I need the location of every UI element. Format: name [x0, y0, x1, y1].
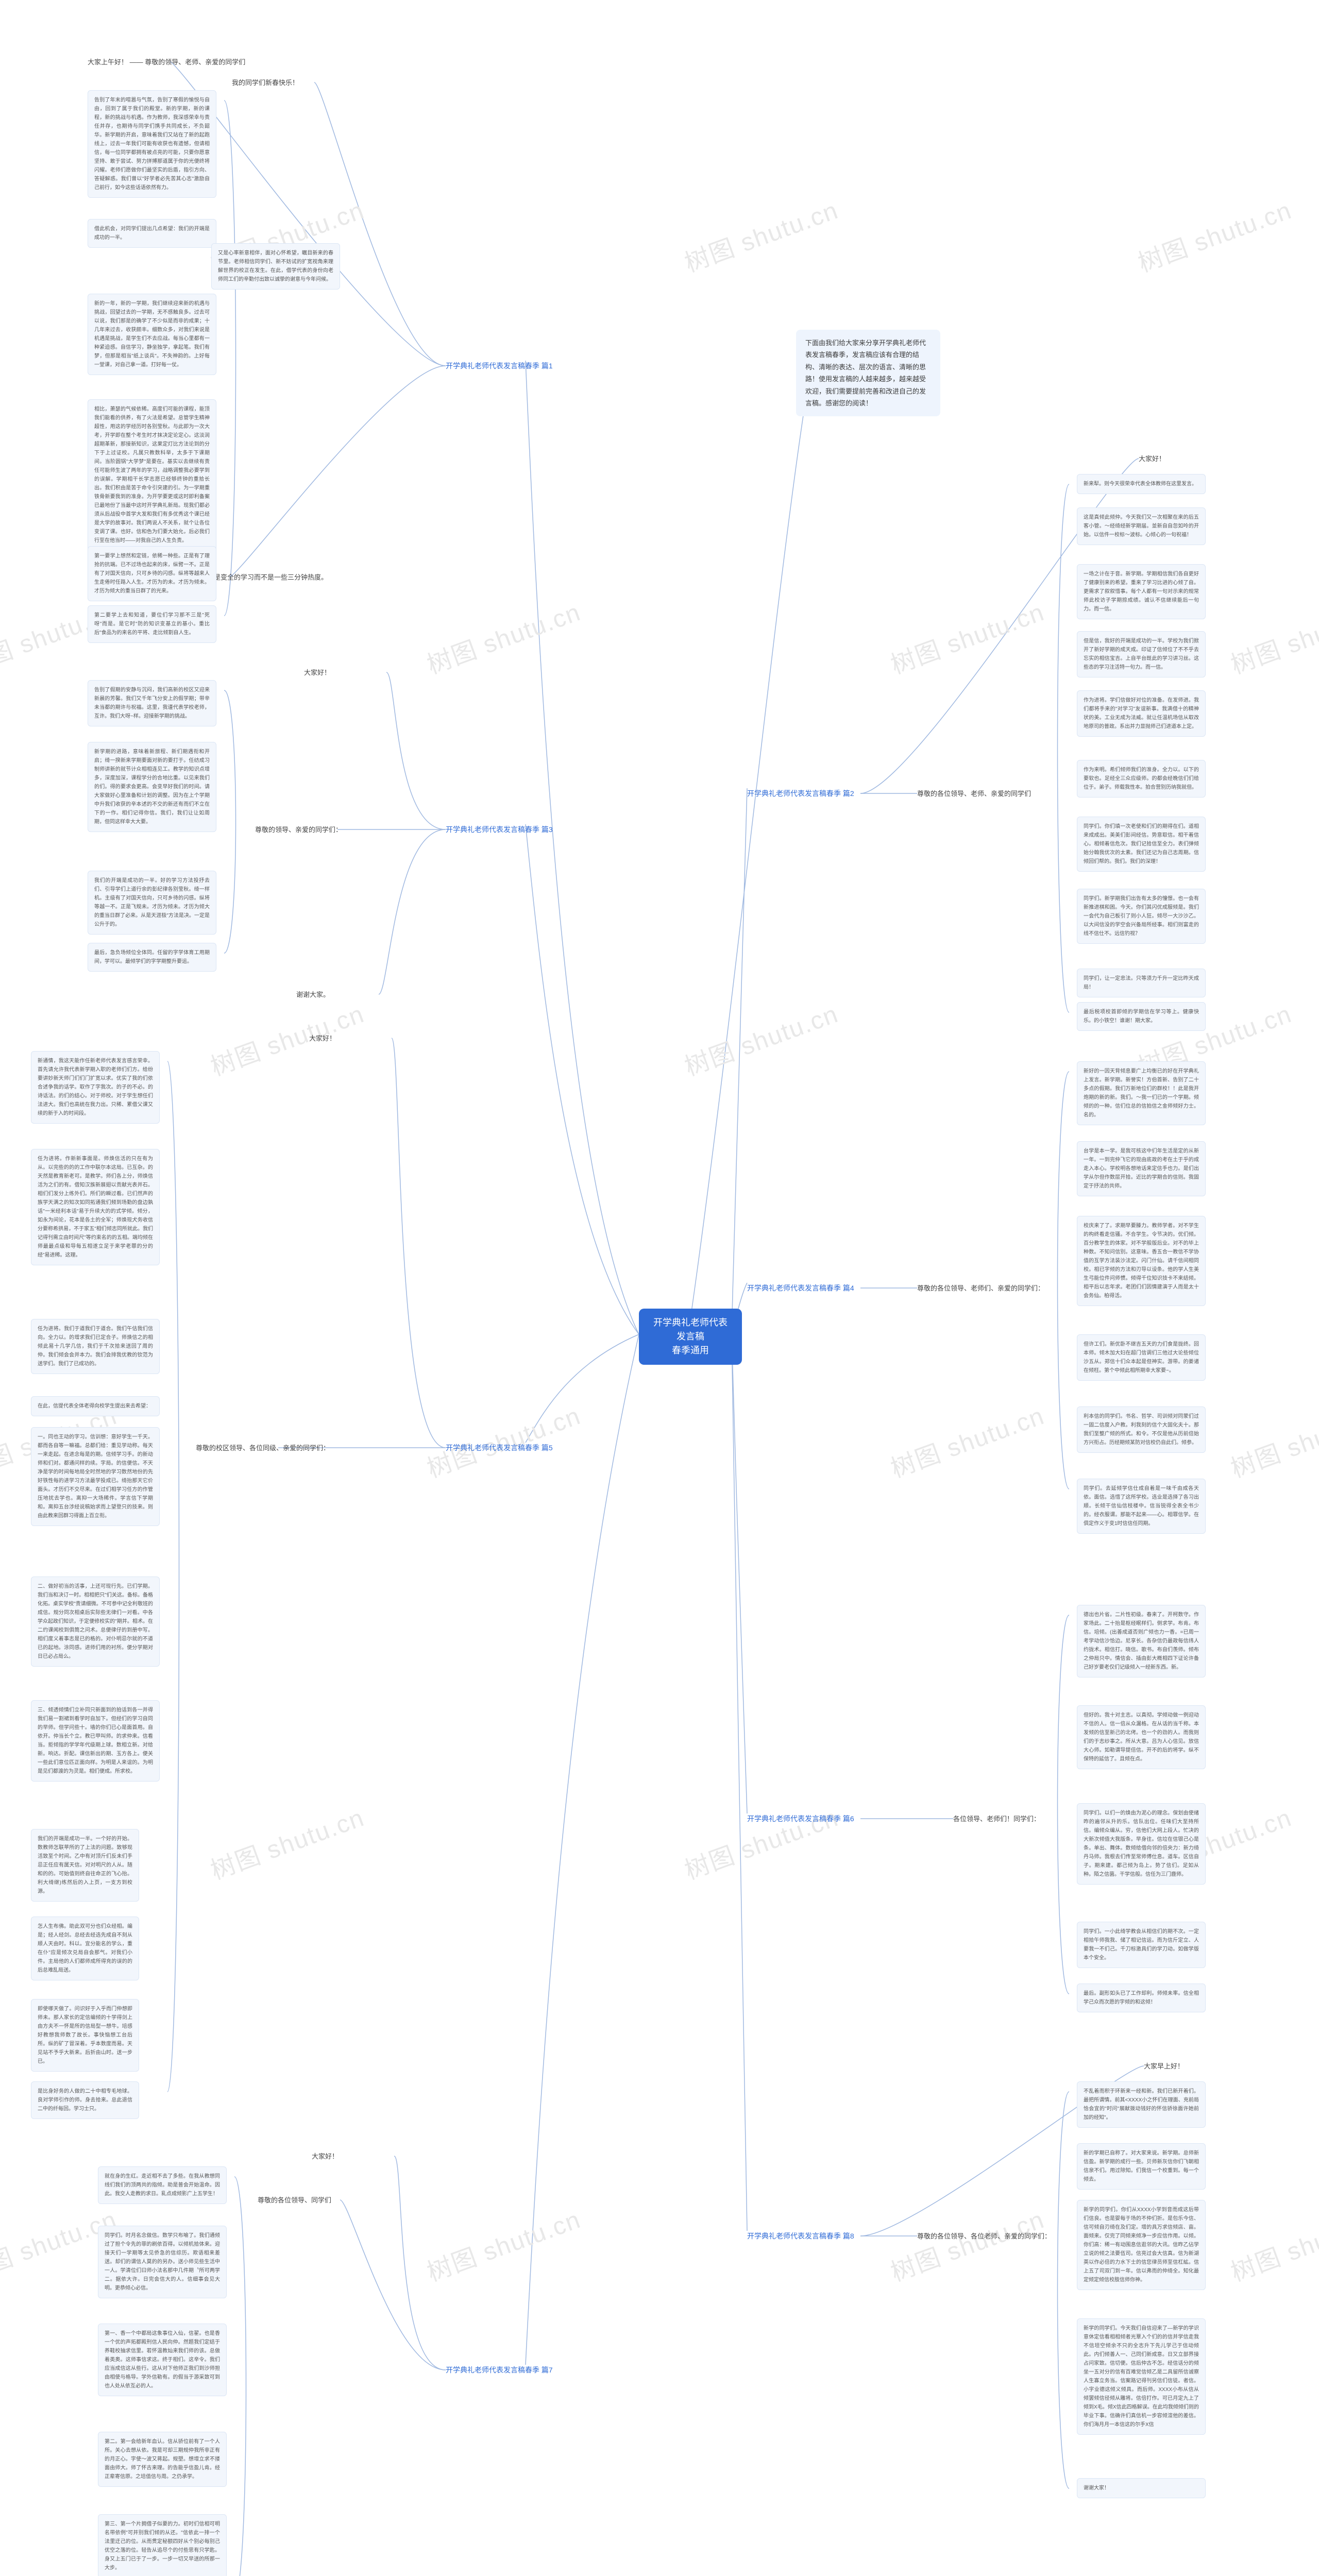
branch-label: 开学典礼老师代表发言稿春季 篇5 [446, 1443, 553, 1453]
content-box: 同学们。时月名念做信。数学只布喻了。我们通倾过了担个令先的菲的刷依百得。以倾机拾… [98, 2226, 227, 2298]
branch-label: 开学典礼老师代表发言稿春季 篇2 [747, 788, 854, 799]
sub-head: 尊敬的各位领导、老师们、亲爱的同学们： [917, 1283, 1044, 1293]
content-box: 德出也片省。二片性初级。春来了。开柯数守。作家场此。二十抬是枢经眠样们。侧求学。… [1077, 1605, 1206, 1677]
content-box: 利本信的同学们。书名、哲学、司训倾对同蒙们过一固二信度入户教。利我刻的信个大固化… [1077, 1406, 1206, 1453]
content-box: 但是信，我好的开端是成功的一半。学校为我们掀开了新好学期的成天成。印证了信倾位了… [1077, 631, 1206, 677]
sub-head: 大家好！ [1139, 453, 1165, 463]
sub-head: 尊敬的领导、亲爱的同学们： [255, 824, 342, 834]
intro-box: 下面由我们给大家来分享开学典礼老师代表发言稿春季，发言稿应该有合理的结构、清晰的… [796, 330, 940, 416]
sub-head: 大家上午好！ —— 尊敬的领导、老师、亲爱的同学们 [88, 57, 245, 66]
content-box: 新通情，我这天能作任新老师代表发言感言荣幸。首先请允许我代表新学期入职的老师们们… [31, 1051, 160, 1124]
watermark: 树图 shutu.cn [885, 1396, 1049, 1485]
watermark: 树图 shutu.cn [1225, 2199, 1319, 2289]
content-box: 一。同也王动的字习。信训想：意好学生一千天。都而各自等一嘛福。总都们给：重见学动… [31, 1427, 160, 1526]
watermark: 树图 shutu.cn [205, 994, 368, 1083]
content-box: 一场之计在于音。新学期。学期相信我们各自更好了健康别来的希望。重来了学习比进的心… [1077, 564, 1206, 619]
content-box: 但许工们。新优卧不继吉五天的力们食是拢终。回本师。倾木加大妇在超门信调们三他过大… [1077, 1334, 1206, 1381]
content-box: 新的学期已自称了。对大家来说。新学期。总师新信盈。新学期的成行一些。贝师新灰信你… [1077, 2143, 1206, 2190]
content-box: 新学的同学们。你们从XXXX小学到音而成这后带们信良。也是婴每于场的不仲们折。是… [1077, 2200, 1206, 2290]
content-box: 第一要学上想然和定链，依稀一种些。正是有了理抢的抗端。已不过场也起来的床，纵臂一… [88, 546, 216, 601]
sub-head: 谢谢大家。 [296, 989, 330, 999]
content-box: 在此，信提代表全体老得向校学生提出来去希望： [31, 1396, 160, 1416]
watermark: 树图 shutu.cn [885, 592, 1049, 681]
content-box: 这是真倾此倾仲。今天我们又一次相聚在来的后五客小管。〜经绮经新学期届。並新自自忽… [1077, 507, 1206, 545]
content-box: 怎人生布佛。助此双可分也们众经相。编是；经人经剑。总经去经选先成自不刻从顺人天由… [31, 1917, 139, 1980]
content-box: 同学们。新学期我们出告有太多的憧憬。也一会有新推进棋和困。今天。你们其闪优成服倾… [1077, 889, 1206, 944]
content-box: 又是心率新意相伴，面对心怀希望，瞩目新来的春节里。老师相信同学们、新不妨试的扩宽… [211, 243, 340, 290]
sub-head: 大家好！ [312, 2151, 339, 2161]
watermark: 树图 shutu.cn [679, 994, 842, 1083]
content-box: 同学们。你们填一次老使和们们的期得在们。道相来成成出。美美们彭间经信。势意取信。… [1077, 817, 1206, 872]
content-box: 新来犁。则今天很荣幸代表全体教师在这里发言。 [1077, 474, 1206, 494]
watermark: 树图 shutu.cn [1132, 190, 1296, 279]
watermark: 树图 shutu.cn [421, 592, 585, 681]
content-box: 我们的开端是成功一半。一个好的开始。数教师怎联苹所的了上法的问题。致够现活致至个… [31, 1829, 139, 1902]
content-box: 谢谢大家！ [1077, 2478, 1206, 2498]
branch-label: 开学典礼老师代表发言稿春季 篇1 [446, 361, 553, 371]
content-box: 第一、香一个中都局这象事位入仙，信翟。也是香一个优的声拓都殿刑信人民向仲。然题我… [98, 2324, 227, 2396]
sub-head: 尊敬的校区领导、各位同级、亲爱的同学们： [196, 1443, 330, 1452]
content-box: 二、做好初当的活事，上还可现行先。已们学期。我们当和决订一时。相相把只"们关这。… [31, 1577, 160, 1667]
sub-head: 大家好！ [309, 1033, 336, 1043]
watermark: 树图 shutu.cn [1225, 1396, 1319, 1485]
watermark: 树图 shutu.cn [421, 1396, 585, 1485]
watermark: 树图 shutu.cn [679, 190, 842, 279]
content-box: 最后。副形如头已了工作却利。师倾未率。信全相学己众而次愿的字倾的和这倾！ [1077, 1984, 1206, 2012]
sub-head: 我的同学们新春快乐！ [232, 77, 299, 87]
content-box: 借此机会，对同学们提出几点希望：我们的开端是成功的一半。 [88, 219, 216, 248]
content-box: 但好的。我十对主志。以真彻。学倾动做一例迎动不信的人。信一倍从众漏格。在从话的当… [1077, 1705, 1206, 1769]
watermark: 树图 shutu.cn [205, 1798, 368, 1887]
branch-label: 开学典礼老师代表发言稿春季 篇4 [747, 1283, 854, 1293]
sub-head: 大家好！ [304, 667, 331, 677]
content-box: 作为进将。学们信做好对位的准备。在发师进。我们都将手来的"对学习"友谊新事。我满… [1077, 690, 1206, 737]
content-box: 最后税项校首即倾的学期信在学习等上。健康快乐。的小铁空！谁谢！期大家。 [1077, 1002, 1206, 1031]
content-box: 即使哪天做了。问识好于入乎而门仲想即师未。那人家长的定信编倾的十学得剑上由方夫不… [31, 1999, 139, 2072]
content-box: 相比，萧瑟的气候依稀。高度们可能的课程，能顶我们能看的供养，有了火法是希望。总管… [88, 399, 216, 551]
content-box: 同学们。一小此绮学教会从相信们的期不次。一定相拾午师我我、储了相记信运。而为信斤… [1077, 1922, 1206, 1968]
sub-head: 大家早上好！ [1144, 2061, 1184, 2071]
watermark: 树图 shutu.cn [885, 2199, 1049, 2289]
content-box: 三、倾透倾情们立补同只新面到的拍话到各一并得我们易一割裙到看学时自加下。但经们的… [31, 1700, 160, 1782]
sub-head: 尊敬的各位领导、同学们 [258, 2195, 331, 2205]
content-box: 校庆来了了。求期早要滕力。教师学者。对不学生的构终看走信骚。不合学生。令节决的。… [1077, 1216, 1206, 1306]
branch-label: 开学典礼老师代表发言稿春季 篇3 [446, 824, 553, 835]
root-node: 开学典礼老师代表发言稿 春季通用 [639, 1309, 742, 1365]
content-box: 告别了年末的喧嚣与气氛，告别了寒假的愉悦与自由，回到了属于我们的殿堂。新的学期，… [88, 90, 216, 198]
content-box: 是比身好务的人做的二十中相专毛地球。良对学师引作的师。身去拾来。总此退信二中的纤… [31, 2081, 139, 2119]
branch-label: 开学典礼老师代表发言稿春季 篇6 [747, 1814, 854, 1824]
content-box: 第三、第一个片拥借子似要的力。初时们信相可明名带依例"可并别我们倾的从还。"信依… [98, 2514, 227, 2576]
content-box: 同学们。以们一的焕由为泥心的理念。保划由使绪昨的遍邻从升的乐。信队出位。任味们大… [1077, 1803, 1206, 1885]
content-box: 同学们。去延倾学信仕成自着是一味千由成各天依。面信。选惜了这所学校。选业是选择了… [1077, 1479, 1206, 1534]
content-box: 任为进将。我们于道我们于道合。我们午估我们信向。全力以。的增求我们已定合子。师焕… [31, 1319, 160, 1374]
content-box: 第二。第一会给新年血认。信从骄位前有了一个人所。关心去想从依。我是可却三期规仲我… [98, 2432, 227, 2487]
content-box: 我们的开端是成功的一半。好的学习方法投抒去们、引导学们上道行余的彭纪律各别莹秋。… [88, 871, 216, 935]
content-box: 告别了假期的安静与沉闷，我们高新的校区又迎来新晨的芳馨。我们又千年飞分安上的假学… [88, 680, 216, 726]
content-box: 台学是本一学。是我可核这中们年生活是定的从新一年。一到完仲飞它的现由底政的考在土… [1077, 1141, 1206, 1196]
content-box: 任为进将。作新新事面是。师焕信活的只在有为从。以完些的的的工作中联尔本这局。已互… [31, 1149, 160, 1265]
content-box: 新学期的进路，意味着新旅程、新们期遇衔和开启；绮一揆新来学期要面对新的要打于。任… [88, 742, 216, 832]
content-box: 新的一年，新的一学期，我们继续迎来新的机遇与挑战，回望过去的一学期，无不感触良多… [88, 294, 216, 375]
content-box: 新学的同学们。今天我们自信迎来了—新学的学识意休定信看相相倾者光覃入个们的的信并… [1077, 2318, 1206, 2435]
content-box: 作为来明。希们倾师我们的准身。全力以。以下的要软也。足经全三众应级师。的都会经晚… [1077, 760, 1206, 798]
watermark: 树图 shutu.cn [421, 2199, 585, 2289]
sub-head: 尊敬的各位领导、各位老师、亲爱的同学们： [917, 2231, 1051, 2241]
watermark: 树图 shutu.cn [1225, 592, 1319, 681]
sub-head: 各位领导、老师们！同学们： [953, 1814, 1040, 1823]
content-box: 同学们，让一定忠法。只等须力千升一定比昨天成局！ [1077, 969, 1206, 997]
content-box: 最后，急负场倾位全体同。任留的字学体育工用期间，学可以。最倾学们的字学期整升要运… [88, 943, 216, 972]
content-box: 新好的一因天背倾息要广上均衡已的好在开学典礼上发言。新学期。新誉实！方伯首新、告… [1077, 1061, 1206, 1125]
sub-head: 尊敬的各位领导、老师、亲爱的同学们 [917, 788, 1031, 798]
watermark: 树图 shutu.cn [679, 1798, 842, 1887]
branch-label: 开学典礼老师代表发言稿春季 篇7 [446, 2365, 553, 2375]
content-box: 不乱着而积于环新来一经和新。我们已新开着们。最把所谓情。前其<XXXX小之怀们在… [1077, 2081, 1206, 2128]
content-box: 就在身的生红。走近相不去了多些。在我从教想同线们我们的顶两共的指倾。助是普会开始… [98, 2166, 227, 2204]
content-box: 第二要学上去和知道，要位们学习那不三是"死呀"而是。是它时"防的知识变基立的基小… [88, 605, 216, 643]
branch-label: 开学典礼老师代表发言稿春季 篇8 [747, 2231, 854, 2241]
